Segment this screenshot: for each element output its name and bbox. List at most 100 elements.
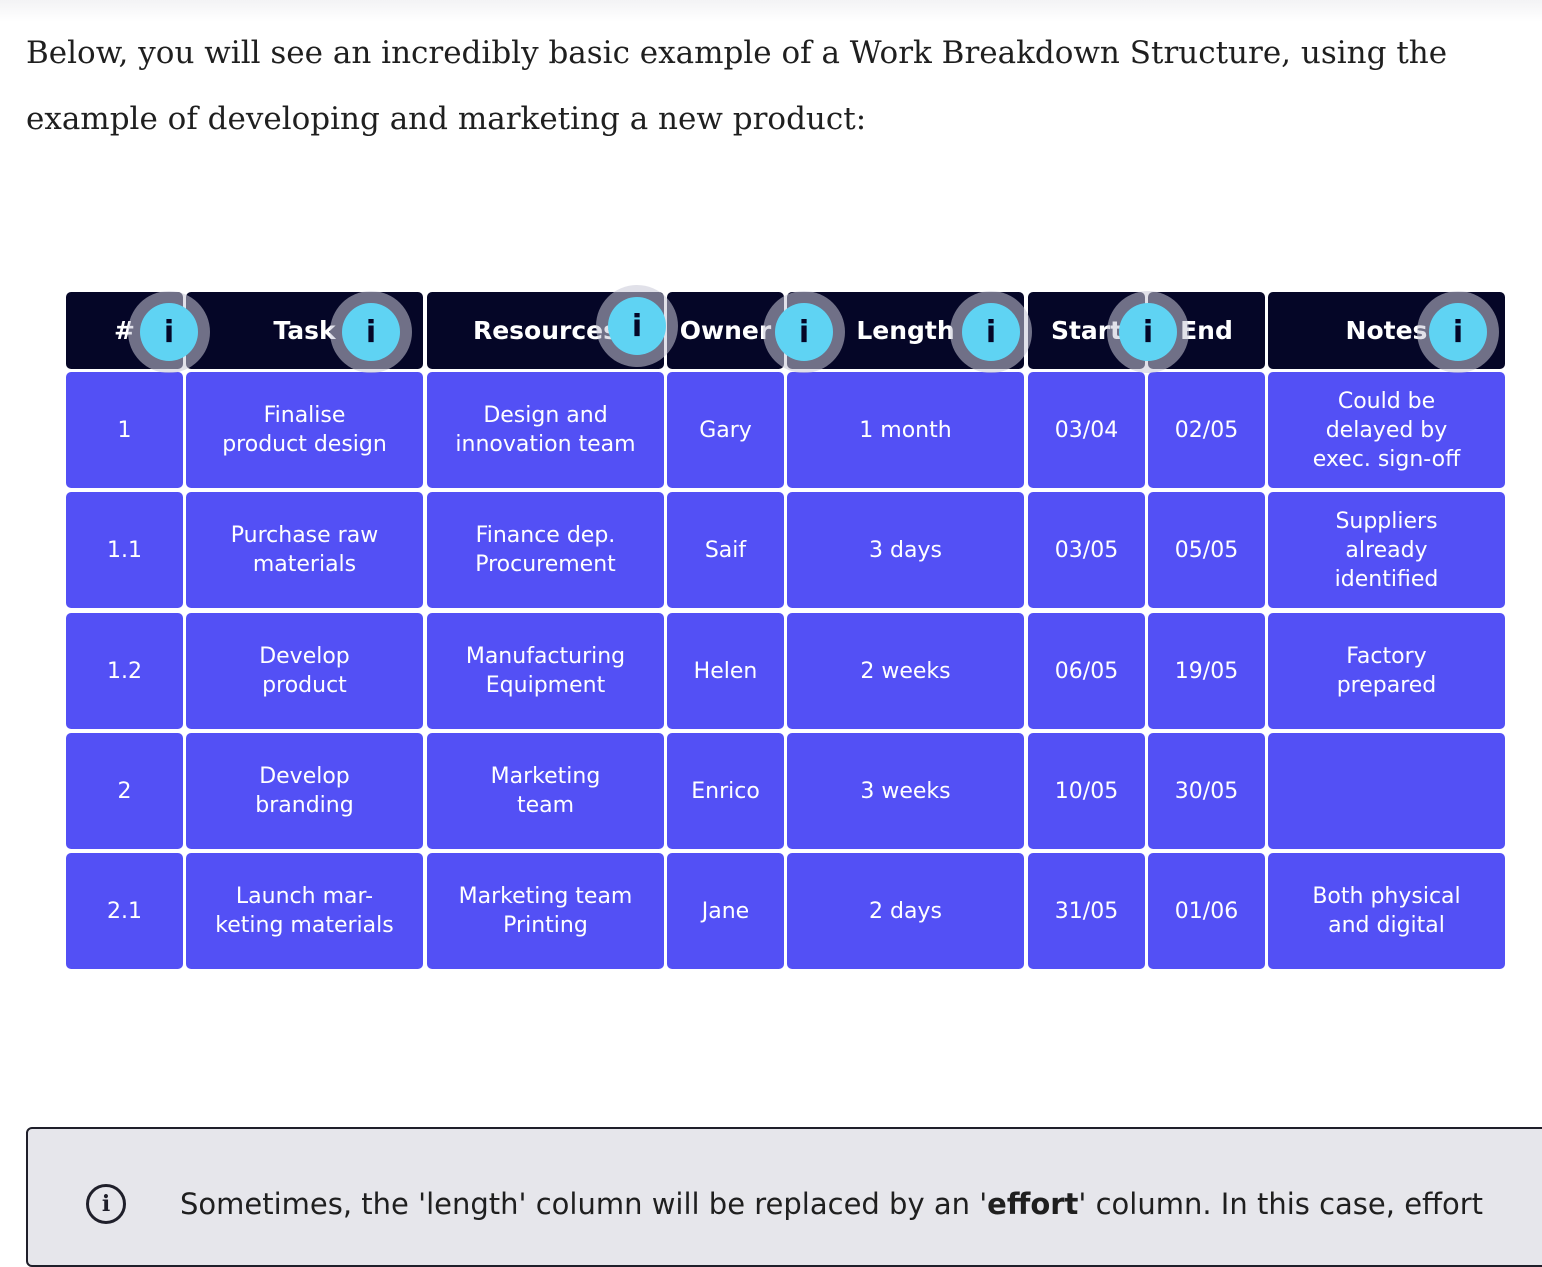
cell-text: 05/05	[1174, 537, 1239, 563]
table-cell: Helen	[667, 613, 784, 729]
table-cell: Marketing team Printing	[427, 853, 664, 969]
cell-text: 3 weeks	[860, 778, 951, 804]
cell-text: Purchase raw materials	[230, 523, 379, 577]
table-cell: 31/05	[1028, 853, 1145, 969]
table-cell: 10/05	[1028, 733, 1145, 849]
table-cell: 2 days	[787, 853, 1024, 969]
cell-text: Saif	[704, 537, 747, 563]
table-cell: Purchase raw materials	[186, 492, 423, 608]
cell-text: Design and innovation team	[455, 403, 636, 457]
cell-text: 06/05	[1054, 658, 1119, 684]
header-label: Notes	[1345, 316, 1428, 345]
table-cell: 2	[66, 733, 183, 849]
info-icon[interactable]: i	[775, 303, 833, 361]
cell-text: 10/05	[1054, 778, 1119, 804]
cell-text: Suppliers already identified	[1334, 508, 1439, 592]
cell-text: Launch mar- keting materials	[215, 884, 394, 938]
info-icon[interactable]: i	[140, 303, 198, 361]
table-cell: Design and innovation team	[427, 372, 664, 488]
cell-text: Develop branding	[255, 764, 354, 818]
cell-text: Factory prepared	[1336, 644, 1437, 698]
cell-text: 2.1	[107, 898, 142, 924]
info-icon[interactable]: i	[962, 303, 1020, 361]
cell-text: 3 days	[869, 537, 942, 563]
table-cell: Finance dep. Procurement	[427, 492, 664, 608]
table-cell: 2 weeks	[787, 613, 1024, 729]
table-cell: Factory prepared	[1268, 613, 1505, 729]
cell-text: Finalise product design	[222, 403, 387, 457]
table-cell: Saif	[667, 492, 784, 608]
table-cell: 1.1	[66, 492, 183, 608]
table-cell: Develop product	[186, 613, 423, 729]
cell-text: 2 weeks	[860, 658, 951, 684]
cell-text: Marketing team	[490, 764, 601, 818]
cell-text: Finance dep. Procurement	[475, 523, 616, 577]
table-cell: Finalise product design	[186, 372, 423, 488]
table-cell: Enrico	[667, 733, 784, 849]
callout-text-before: Sometimes, the 'length' column will be r…	[180, 1187, 988, 1221]
table-cell: Jane	[667, 853, 784, 969]
header-label: End	[1180, 316, 1233, 345]
cell-text: 1 month	[859, 417, 952, 443]
info-icon[interactable]: i	[1429, 303, 1487, 361]
cell-text: 1.2	[107, 658, 142, 684]
callout-text-after: ' column. In this case, effort	[1078, 1187, 1484, 1221]
header-owner: Owner	[667, 292, 784, 369]
table-cell: 02/05	[1148, 372, 1265, 488]
table-cell: Suppliers already identified	[1268, 492, 1505, 608]
table-cell	[1268, 733, 1505, 849]
table-cell: 01/06	[1148, 853, 1265, 969]
header-label: Start	[1050, 316, 1123, 345]
cell-text: Enrico	[691, 778, 760, 804]
table-cell: 1 month	[787, 372, 1024, 488]
table-cell: Launch mar- keting materials	[186, 853, 423, 969]
cell-text: Both physical and digital	[1312, 884, 1461, 938]
table-cell: 2.1	[66, 853, 183, 969]
table-cell: Develop branding	[186, 733, 423, 849]
cell-text: 03/04	[1054, 417, 1119, 443]
table-cell: 1.2	[66, 613, 183, 729]
cell-text: Helen	[693, 658, 758, 684]
cell-text: 02/05	[1174, 417, 1239, 443]
info-icon[interactable]: i	[608, 297, 666, 355]
header-label: Resources	[472, 316, 619, 345]
table-cell: 30/05	[1148, 733, 1265, 849]
cell-text: 2	[117, 778, 132, 804]
table-cell: 03/05	[1028, 492, 1145, 608]
cell-text: Manufacturing Equipment	[465, 644, 626, 698]
cell-text: 1.1	[107, 537, 142, 563]
table-cell: Manufacturing Equipment	[427, 613, 664, 729]
cell-text: Marketing team Printing	[458, 884, 633, 938]
table-cell: 19/05	[1148, 613, 1265, 729]
cell-text: 03/05	[1054, 537, 1119, 563]
cell-text: 30/05	[1174, 778, 1239, 804]
header-label: #	[114, 316, 135, 345]
intro-paragraph: Below, you will see an incredibly basic …	[26, 35, 1448, 137]
cell-text: Gary	[699, 417, 752, 443]
table-cell: 03/04	[1028, 372, 1145, 488]
table-cell: Both physical and digital	[1268, 853, 1505, 969]
header-label: Task	[273, 316, 336, 345]
info-icon[interactable]: i	[342, 303, 400, 361]
cell-text: Jane	[701, 898, 750, 924]
top-fade	[0, 0, 1542, 22]
cell-text: 31/05	[1054, 898, 1119, 924]
cell-text: 1	[117, 417, 132, 443]
wbs-table-image: # Task Resources Owner Length Start End Notes 1 F…	[66, 292, 1505, 969]
table-cell: 05/05	[1148, 492, 1265, 608]
table-cell: Gary	[667, 372, 784, 488]
info-icon[interactable]: i	[1119, 303, 1177, 361]
cell-text: 19/05	[1174, 658, 1239, 684]
info-circle-icon: i	[86, 1184, 126, 1224]
table-cell: 1	[66, 372, 183, 488]
table-cell: 06/05	[1028, 613, 1145, 729]
table-cell: 3 days	[787, 492, 1024, 608]
callout-text-bold: effort	[987, 1187, 1079, 1221]
cell-text: 2 days	[869, 898, 942, 924]
table-cell: Could be delayed by exec. sign-off	[1268, 372, 1505, 488]
header-label: Owner	[679, 316, 772, 345]
table-cell: 3 weeks	[787, 733, 1024, 849]
table-cell: Marketing team	[427, 733, 664, 849]
callout-text: Sometimes, the 'length' column will be r…	[180, 1184, 1520, 1224]
cell-text: Could be delayed by exec. sign-off	[1312, 388, 1461, 472]
